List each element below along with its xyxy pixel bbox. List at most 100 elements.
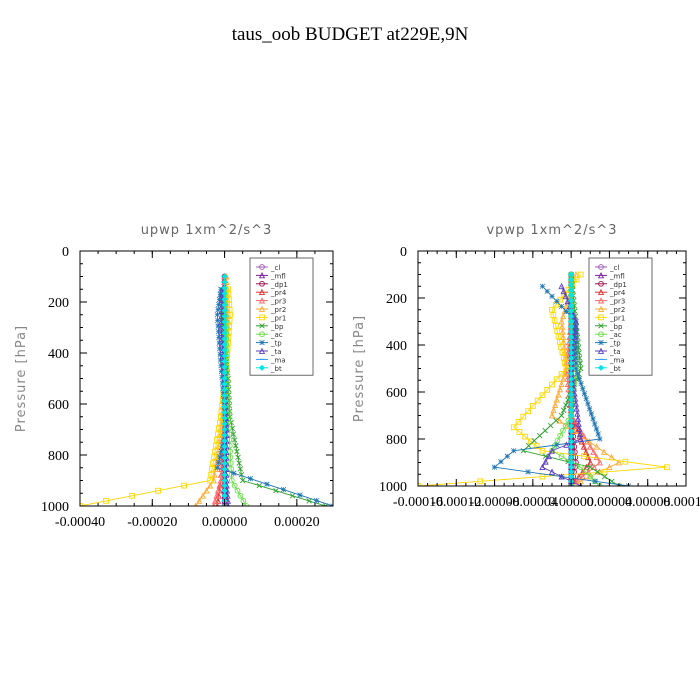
series-point-tp bbox=[554, 298, 560, 305]
series-point-pr3 bbox=[214, 487, 222, 494]
series-point-pr1 bbox=[562, 360, 568, 367]
series-point-tp bbox=[549, 293, 555, 300]
series-point-pr1 bbox=[573, 276, 580, 283]
series-point-ac bbox=[554, 437, 561, 444]
series-point-tp bbox=[580, 385, 586, 392]
legend-label: _bt bbox=[270, 365, 282, 373]
series-point-tp bbox=[219, 380, 226, 386]
legend-marker-bp bbox=[598, 323, 604, 329]
series-point-pr1 bbox=[510, 424, 517, 431]
series-point-pr2 bbox=[560, 375, 567, 382]
legend-marker-cl bbox=[598, 264, 604, 270]
legend-label: _dp1 bbox=[609, 281, 627, 289]
series-point-ta bbox=[560, 287, 567, 295]
series-point-pr1 bbox=[553, 322, 559, 329]
series-point-ac bbox=[237, 492, 244, 499]
series-point-bt bbox=[221, 426, 228, 433]
legend-marker-mfl bbox=[258, 271, 266, 279]
series-point-tp bbox=[264, 481, 270, 487]
series-point-bp bbox=[231, 437, 238, 443]
series-point-pr1 bbox=[226, 317, 233, 324]
figure-title: taus_oob BUDGET at229E,9N bbox=[232, 24, 469, 45]
series-point-bp bbox=[609, 478, 615, 485]
series-point-pr2 bbox=[606, 463, 613, 471]
series-point-bt bbox=[221, 392, 228, 399]
series-point-bt bbox=[221, 284, 228, 291]
legend-marker-pr2 bbox=[258, 305, 266, 312]
series-point-pr2 bbox=[563, 302, 570, 309]
series-point-bt bbox=[221, 279, 228, 286]
series-point-tp bbox=[218, 363, 224, 369]
legend-label: _pr2 bbox=[609, 306, 625, 314]
series-point-pr1 bbox=[557, 296, 564, 303]
legend-label: _pr3 bbox=[609, 298, 625, 306]
series-point-tp bbox=[573, 350, 579, 356]
legend-label: _ac bbox=[270, 331, 283, 339]
series-point-bt bbox=[221, 432, 228, 439]
series-point-bt bbox=[221, 358, 228, 365]
series-point-ac bbox=[231, 482, 238, 489]
legend-marker-ac bbox=[598, 331, 604, 338]
series-point-bt bbox=[221, 313, 228, 320]
series-point-bt bbox=[221, 381, 228, 388]
series-point-tp bbox=[491, 464, 498, 470]
series-point-ac bbox=[227, 460, 234, 466]
series-point-ta bbox=[558, 282, 565, 290]
x-tick-label: 0.00000 bbox=[548, 495, 594, 510]
legend-label: _cl bbox=[270, 264, 280, 272]
series-point-pr4 bbox=[580, 443, 588, 450]
series-point-pr2 bbox=[558, 318, 565, 325]
series-point-pr1 bbox=[556, 338, 563, 345]
series-point-pr1 bbox=[549, 381, 555, 388]
chart-panel-upwp: upwp 1xm^2/s^3 -0.00040 -0.00020 0.00000 0.0… bbox=[14, 223, 334, 530]
series-point-bp bbox=[547, 422, 554, 429]
series-point-tp bbox=[214, 465, 221, 471]
series-point-bp bbox=[306, 498, 312, 504]
series-point-tp bbox=[554, 442, 560, 448]
legend-marker-pr1 bbox=[259, 314, 265, 321]
series-point-tp bbox=[247, 475, 254, 482]
series-point-bt bbox=[221, 290, 228, 297]
series-point-bp bbox=[594, 469, 601, 475]
series-point-pr1 bbox=[129, 492, 135, 499]
series-point-pr2 bbox=[593, 443, 600, 450]
series-point-tp bbox=[597, 436, 603, 442]
series-point-bp bbox=[526, 442, 532, 449]
series-point-pr1 bbox=[515, 419, 522, 425]
series-point-tp bbox=[217, 454, 223, 460]
series-point-ta bbox=[576, 430, 584, 437]
series-point-pr1 bbox=[525, 408, 531, 415]
series-point-pr2 bbox=[217, 431, 224, 439]
series-point-bt bbox=[221, 330, 228, 337]
series-point-bt bbox=[221, 335, 228, 342]
series-point-bp bbox=[233, 443, 239, 449]
series-point-ta bbox=[576, 425, 583, 432]
series-point-tp bbox=[218, 448, 224, 455]
series-point-tp bbox=[539, 283, 546, 289]
legend-marker-pr3 bbox=[597, 297, 605, 304]
x-tick-label: -0.00012 bbox=[431, 495, 481, 510]
x-tick-label: -0.00004 bbox=[508, 495, 558, 510]
series-point-bp bbox=[565, 397, 571, 403]
series-point-pr1 bbox=[530, 403, 536, 409]
series-point-pr2 bbox=[199, 492, 207, 499]
series-point-pr1 bbox=[208, 471, 214, 478]
series-point-bp bbox=[560, 407, 567, 413]
series-point-pr2 bbox=[558, 380, 565, 388]
series-point-ta bbox=[545, 452, 552, 460]
series-point-pr1 bbox=[209, 466, 215, 472]
legend: _cl_mfl_dp1_pr4_pr3_pr2_pr1_bp_ac_tp_ta_… bbox=[249, 257, 314, 376]
series-point-pr2 bbox=[558, 323, 566, 330]
series-point-bp bbox=[239, 477, 246, 484]
series-point-ta bbox=[539, 463, 546, 471]
series-point-pr2 bbox=[206, 482, 214, 489]
y-tick-label: 1000 bbox=[379, 480, 407, 495]
series-point-pr1 bbox=[207, 477, 213, 484]
series-point-tp bbox=[544, 288, 550, 294]
series-point-pr2 bbox=[548, 412, 556, 419]
series-point-ac bbox=[560, 427, 566, 434]
series-point-pr1 bbox=[550, 312, 557, 318]
series-point-pr1 bbox=[155, 487, 161, 494]
legend-marker-pr4 bbox=[597, 288, 605, 296]
legend-marker-dp1 bbox=[598, 280, 604, 287]
